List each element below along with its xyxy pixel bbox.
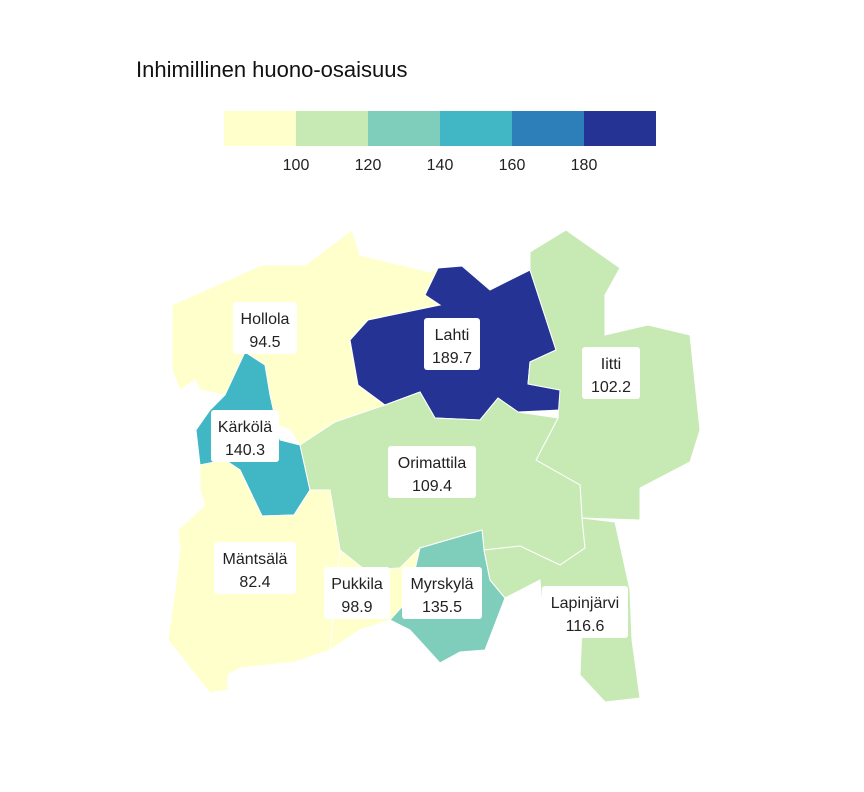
region-value-karkola: 140.3	[225, 442, 265, 459]
map-title: Inhimillinen huono-osaisuus	[136, 57, 408, 82]
legend-tick-140: 140	[427, 157, 454, 174]
region-name-lahti: Lahti	[435, 327, 470, 344]
label-orimattila: Orimattila 109.4	[388, 446, 476, 498]
legend-tick-160: 160	[499, 157, 526, 174]
label-pukkila: Pukkila 98.9	[324, 567, 390, 619]
label-box-orimattila	[388, 446, 476, 498]
color-legend: 100 120 140 160 180	[224, 111, 656, 174]
legend-swatch-3	[368, 111, 440, 146]
label-box-pukkila	[324, 567, 390, 619]
label-box-hollola	[233, 302, 297, 354]
region-value-myrskyla: 135.5	[422, 599, 462, 616]
label-box-karkola	[211, 410, 279, 462]
region-name-mantsala: Mäntsälä	[223, 551, 288, 568]
legend-tick-180: 180	[571, 157, 598, 174]
region-labels: Hollola 94.5 Lahti 189.7 Iitti 102.2 Kär…	[211, 302, 640, 638]
legend-swatch-2	[296, 111, 368, 146]
region-name-pukkila: Pukkila	[331, 576, 383, 593]
legend-tick-100: 100	[283, 157, 310, 174]
label-box-iitti	[582, 347, 640, 399]
region-value-orimattila: 109.4	[412, 478, 452, 495]
region-value-mantsala: 82.4	[239, 574, 270, 591]
legend-swatch-5	[512, 111, 584, 146]
legend-tick-120: 120	[355, 157, 382, 174]
legend-swatch-4	[440, 111, 512, 146]
legend-swatch-1	[224, 111, 296, 146]
region-name-iitti: Iitti	[601, 356, 621, 373]
label-karkola: Kärkölä 140.3	[211, 410, 279, 462]
label-lapinjarvi: Lapinjärvi 116.6	[542, 586, 628, 638]
region-name-hollola: Hollola	[241, 311, 290, 328]
label-iitti: Iitti 102.2	[582, 347, 640, 399]
label-mantsala: Mäntsälä 82.4	[214, 542, 296, 594]
label-box-lahti	[424, 318, 480, 370]
region-value-lapinjarvi: 116.6	[566, 618, 605, 635]
region-name-orimattila: Orimattila	[398, 455, 467, 472]
municipality-regions	[167, 229, 701, 703]
label-lahti: Lahti 189.7	[424, 318, 480, 370]
label-myrskyla: Myrskylä 135.5	[402, 567, 482, 619]
region-value-iitti: 102.2	[591, 379, 631, 396]
region-name-karkola: Kärkölä	[218, 419, 272, 436]
region-value-hollola: 94.5	[249, 334, 280, 351]
region-value-lahti: 189.7	[432, 350, 472, 367]
label-hollola: Hollola 94.5	[233, 302, 297, 354]
label-box-lapinjarvi	[542, 586, 628, 638]
label-box-myrskyla	[402, 567, 482, 619]
region-name-lapinjarvi: Lapinjärvi	[551, 595, 619, 612]
region-name-myrskyla: Myrskylä	[410, 576, 473, 593]
label-box-mantsala	[214, 542, 296, 594]
region-value-pukkila: 98.9	[341, 599, 372, 616]
legend-swatch-6	[584, 111, 656, 146]
